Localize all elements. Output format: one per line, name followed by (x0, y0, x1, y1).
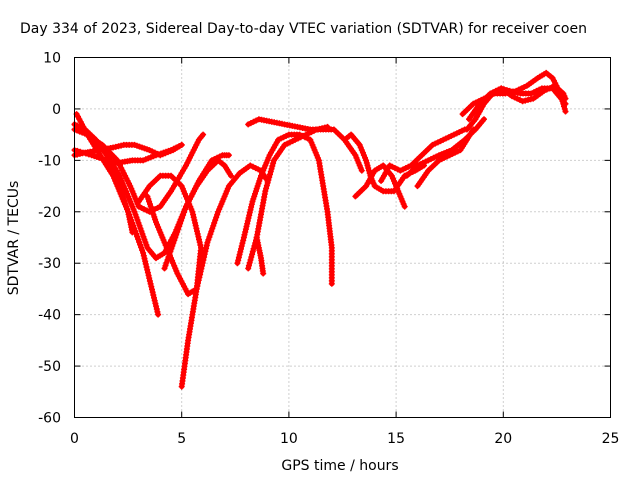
x-tick-label: 0 (70, 431, 79, 447)
series-pass-12 (253, 234, 267, 277)
series-markers (403, 116, 487, 179)
series-pass-15 (352, 162, 408, 210)
y-tick-label: -60 (38, 411, 61, 427)
series-pass-09 (161, 157, 234, 272)
x-tick-label: 10 (280, 431, 298, 447)
x-tick-label: 15 (387, 431, 405, 447)
grid (74, 57, 611, 418)
series-markers (414, 126, 477, 190)
chart-title: Day 334 of 2023, Sidereal Day-to-day VTE… (20, 21, 587, 37)
series-pass-21 (466, 82, 569, 123)
series-markers (245, 116, 365, 174)
x-tick-label: 20 (494, 431, 512, 447)
series-pass-16 (378, 126, 468, 184)
series-markers (73, 111, 162, 318)
x-tick-label: 25 (602, 431, 620, 447)
series-pass-17 (403, 116, 487, 179)
data-series (71, 69, 569, 390)
series-markers (161, 157, 234, 272)
y-tick-label: -50 (38, 359, 61, 375)
y-tick-label: 10 (43, 51, 61, 67)
series-pass-18 (414, 126, 477, 190)
series-pass-02 (73, 111, 162, 318)
series-markers (466, 82, 569, 123)
y-tick-label: -40 (38, 308, 61, 324)
series-pass-13 (245, 116, 365, 174)
y-tick-label: -10 (38, 153, 61, 169)
series-markers (245, 123, 331, 272)
x-axis-label: GPS time / hours (281, 458, 398, 474)
series-markers (234, 131, 335, 287)
series-markers (178, 162, 271, 390)
series-pass-08 (178, 162, 271, 390)
axis-ticks: 0 5 10 15 20 25 10 0 -10 -20 -30 -40 -50 -60 (38, 51, 619, 448)
y-tick-label: -20 (38, 205, 61, 221)
y-axis-label: SDTVAR / TECUs (6, 181, 22, 296)
plot-frame (74, 57, 611, 418)
x-tick-label: 5 (177, 431, 186, 447)
series-markers (378, 126, 468, 184)
series-pass-10 (234, 131, 335, 287)
series-markers (253, 234, 267, 277)
y-tick-label: 0 (52, 102, 61, 118)
y-tick-label: -30 (38, 256, 61, 272)
